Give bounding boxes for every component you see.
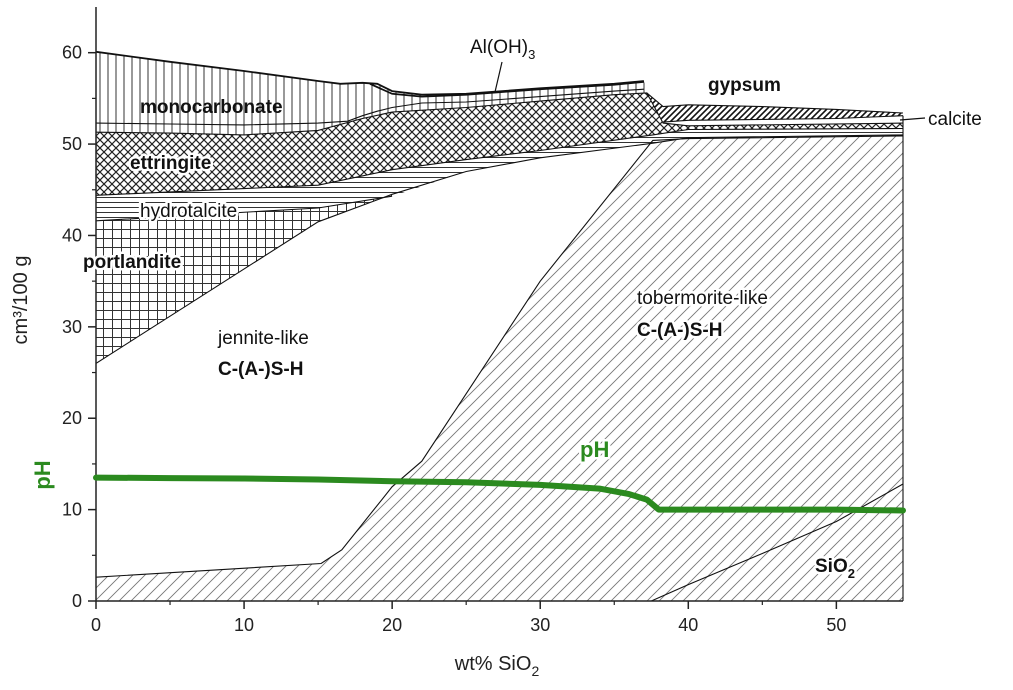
boundary-ettringite-top [96, 92, 904, 136]
x-tick-label: 50 [826, 615, 846, 635]
label-jennite-line1: jennite-like [217, 328, 309, 349]
x-tick-label: 40 [678, 615, 698, 635]
label-tobermorite-line1: tobermorite-like [637, 288, 768, 309]
x-tick-label: 0 [91, 615, 101, 635]
y-ticks: 0 10 20 30 40 50 60 [62, 43, 96, 611]
label-ettringite: ettringite [130, 153, 211, 174]
boundary-total-top [96, 50, 644, 96]
x-ticks: 0 10 20 30 40 50 [91, 601, 846, 635]
ph-series-line [93, 474, 906, 514]
leader-aloh3 [494, 61, 503, 93]
label-calcite: calcite [928, 109, 982, 130]
area-jennite-like-csh [96, 134, 903, 578]
y-tick-label: 0 [72, 591, 82, 611]
area-ettringite [96, 92, 903, 196]
label-hydrotalcite: hydrotalcite [140, 201, 237, 222]
boundary-monocarbonate-top [96, 88, 644, 126]
label-gypsum: gypsum [708, 75, 781, 96]
leader-calcite [899, 117, 926, 121]
label-tobermorite-line2: C-(A-)S-H [637, 320, 722, 341]
y-tick-label: 60 [62, 43, 82, 63]
label-monocarbonate: monocarbonate [140, 97, 283, 118]
y-tick-label: 30 [62, 317, 82, 337]
label-ph: pH [580, 437, 609, 462]
boundary-lines [96, 50, 904, 602]
boundary-portlandite-top [96, 195, 393, 222]
area-tobermorite-like-csh [96, 135, 903, 601]
area-portlandite [96, 194, 393, 364]
boundary-calcite-top [663, 115, 904, 123]
label-portlandite: portlandite [83, 252, 181, 273]
x-tick-label: 20 [382, 615, 402, 635]
area-sio2 [651, 484, 903, 601]
boundary-cash-b-top [96, 134, 904, 364]
y-axis-title: cm³/100 g [10, 256, 32, 345]
phase-areas [96, 50, 904, 602]
axes: 0 10 20 30 40 50 0 10 20 30 40 50 60 [62, 7, 903, 635]
y-tick-label: 10 [62, 500, 82, 520]
y-tick-label: 50 [62, 134, 82, 154]
label-jennite-line2: C-(A-)S-H [218, 359, 303, 380]
y-tick-label: 40 [62, 225, 82, 245]
x-axis-title: wt% SiO2 [454, 653, 540, 679]
ph-axis-title: pH [30, 460, 55, 489]
y-tick-label: 20 [62, 408, 82, 428]
boundary-gypsum-top [646, 92, 904, 114]
area-hydrotalcite [96, 128, 903, 221]
x-tick-label: 10 [234, 615, 254, 635]
label-aloh3: Al(OH)3 [470, 37, 535, 62]
boundary-hydrotalcite-top [96, 127, 904, 196]
x-tick-label: 30 [530, 615, 550, 635]
label-sio2: SiO2 [815, 556, 855, 581]
